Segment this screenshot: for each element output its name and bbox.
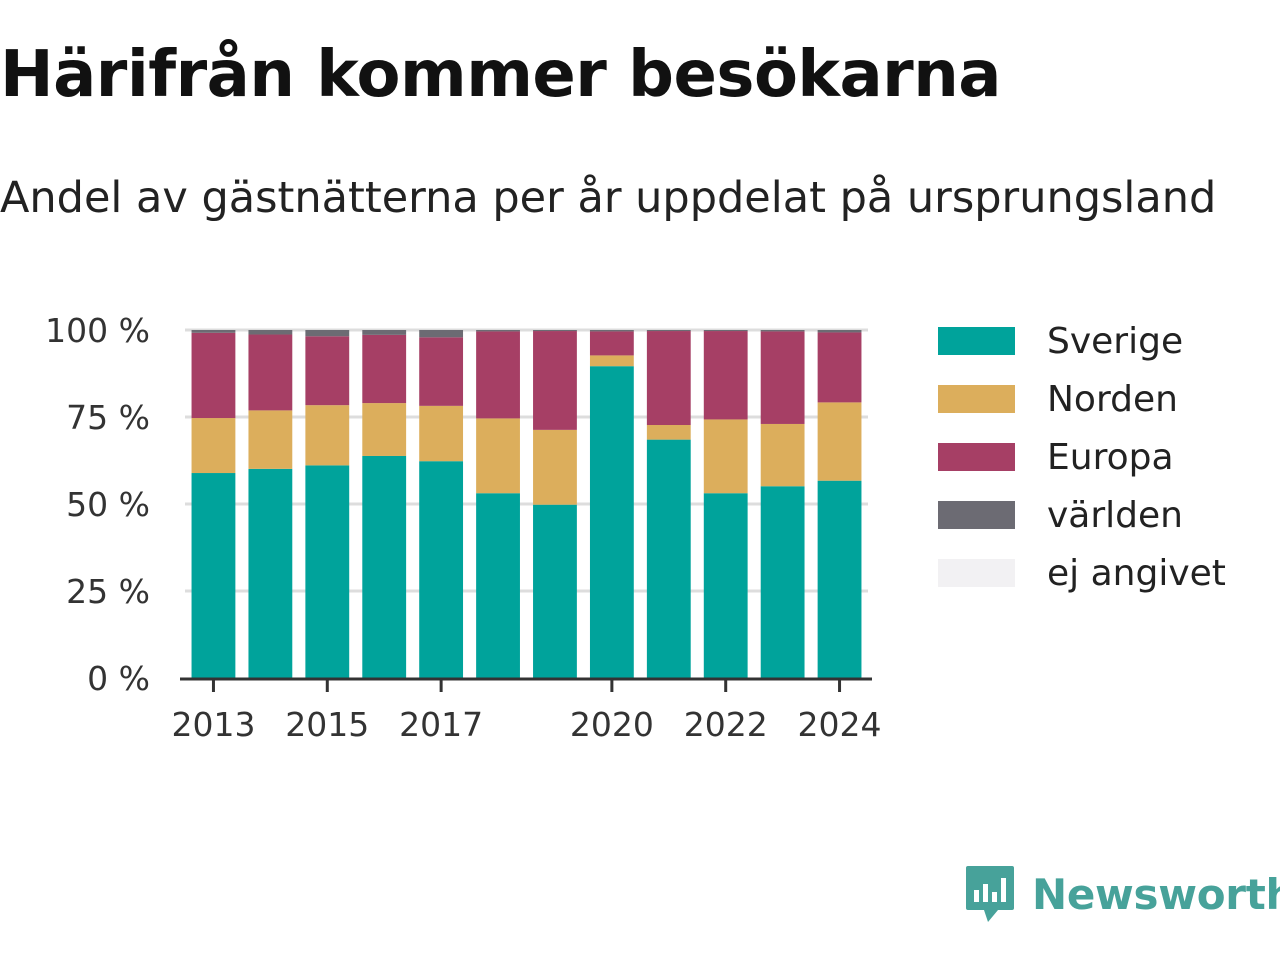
bar-sverige-2021 bbox=[646, 439, 691, 678]
bar-norden-2023 bbox=[760, 423, 805, 487]
bar-norden-2018 bbox=[476, 418, 520, 494]
legend-label-norden: Norden bbox=[1047, 378, 1178, 420]
y-tick-label: 50 % bbox=[66, 485, 150, 524]
bar-europa-2016 bbox=[362, 334, 407, 404]
x-tick-label: 2013 bbox=[171, 705, 255, 744]
bar-norden-2021 bbox=[646, 425, 691, 440]
bar-varlden-2022 bbox=[703, 330, 748, 332]
bar-norden-2020 bbox=[589, 355, 634, 367]
bar-europa-2018 bbox=[476, 331, 520, 419]
bar-sverige-2016 bbox=[362, 455, 407, 678]
bar-europa-2023 bbox=[760, 331, 805, 424]
legend-swatch-norden bbox=[938, 385, 1015, 413]
bar-norden-2014 bbox=[248, 410, 293, 469]
legend-swatch-ej-angivet bbox=[938, 559, 1015, 587]
x-tick-label: 2017 bbox=[399, 705, 483, 744]
bar-norden-2015 bbox=[305, 405, 350, 466]
legend-item-ej-angivet: ej angivet bbox=[938, 544, 1226, 602]
bar-varlden-2014 bbox=[248, 330, 293, 335]
legend-swatch-europa bbox=[938, 443, 1015, 471]
bar-europa-2013 bbox=[191, 332, 236, 419]
legend-label-europa: Europa bbox=[1047, 436, 1174, 478]
gridlines bbox=[185, 328, 868, 593]
bar-varlden-2016 bbox=[362, 330, 407, 335]
bar-europa-2020 bbox=[589, 331, 634, 356]
legend-swatch-varlden bbox=[938, 501, 1015, 529]
bar-sverige-2020 bbox=[589, 366, 634, 678]
bar-varlden-2013 bbox=[191, 330, 236, 333]
bar-europa-2022 bbox=[703, 331, 748, 420]
legend-item-norden: Norden bbox=[938, 370, 1226, 428]
legend-label-sverige: Sverige bbox=[1047, 320, 1184, 362]
bar-varlden-2021 bbox=[646, 330, 691, 332]
bars bbox=[191, 330, 862, 678]
bar-europa-2021 bbox=[646, 331, 691, 426]
y-tick-label: 75 % bbox=[66, 398, 150, 437]
bar-norden-2017 bbox=[419, 405, 464, 462]
bar-europa-2019 bbox=[533, 331, 577, 430]
bar-sverige-2015 bbox=[305, 465, 350, 678]
stacked-bar-chart: 0 % 25 % 50 % 75 % 100 % 2013 2015 2017 2020 2022… bbox=[45, 311, 881, 744]
legend-item-europa: Europa bbox=[938, 428, 1226, 486]
bar-norden-2024 bbox=[817, 402, 862, 481]
bar-europa-2014 bbox=[248, 334, 293, 411]
axes: 0 % 25 % 50 % 75 % 100 % 2013 2015 2017 2020 2022… bbox=[45, 311, 881, 744]
logo-text: Newsworthy bbox=[1032, 869, 1280, 919]
bar-varlden-2018 bbox=[476, 330, 520, 332]
bar-sverige-2013 bbox=[191, 473, 236, 678]
bar-varlden-2017 bbox=[419, 330, 464, 338]
chart-title: Härifrån kommer besökarna bbox=[0, 38, 1001, 112]
legend-swatch-sverige bbox=[938, 327, 1015, 355]
x-tick-label: 2022 bbox=[684, 705, 768, 744]
bar-sverige-2017 bbox=[419, 461, 464, 678]
bar-varlden-2019 bbox=[533, 330, 577, 332]
bar-sverige-2023 bbox=[760, 486, 805, 678]
y-tick-label: 100 % bbox=[45, 311, 150, 350]
chart-subtitle: Andel av gästnätterna per år uppdelat på… bbox=[0, 173, 1217, 223]
x-tick-label: 2020 bbox=[570, 705, 654, 744]
bar-norden-2013 bbox=[191, 418, 236, 474]
legend-label-varlden: världen bbox=[1047, 494, 1183, 536]
y-tick-label: 25 % bbox=[66, 572, 150, 611]
bar-sverige-2022 bbox=[703, 493, 748, 678]
bar-varlden-2020 bbox=[589, 330, 634, 332]
bar-norden-2022 bbox=[703, 419, 748, 494]
bar-europa-2015 bbox=[305, 336, 350, 406]
x-tick-label: 2015 bbox=[285, 705, 369, 744]
newsworthy-logo-icon bbox=[966, 866, 1014, 922]
x-tick-label: 2024 bbox=[798, 705, 882, 744]
legend-item-sverige: Sverige bbox=[938, 312, 1226, 370]
bar-varlden-2023 bbox=[760, 330, 805, 332]
bar-sverige-2014 bbox=[248, 468, 293, 678]
bar-varlden-2015 bbox=[305, 330, 350, 337]
bar-europa-2024 bbox=[817, 332, 862, 403]
bar-sverige-2019 bbox=[533, 504, 577, 678]
bar-norden-2019 bbox=[533, 429, 577, 505]
y-tick-label: 0 % bbox=[87, 659, 150, 698]
bar-sverige-2018 bbox=[476, 493, 520, 678]
bar-sverige-2024 bbox=[817, 480, 862, 678]
bar-europa-2017 bbox=[419, 337, 464, 406]
bar-norden-2016 bbox=[362, 403, 407, 456]
legend: Sverige Norden Europa världen ej angivet bbox=[938, 312, 1226, 602]
legend-item-varlden: världen bbox=[938, 486, 1226, 544]
bar-varlden-2024 bbox=[817, 330, 862, 333]
newsworthy-logo: Newsworthy bbox=[964, 864, 1280, 924]
legend-label-ej-angivet: ej angivet bbox=[1047, 552, 1226, 594]
